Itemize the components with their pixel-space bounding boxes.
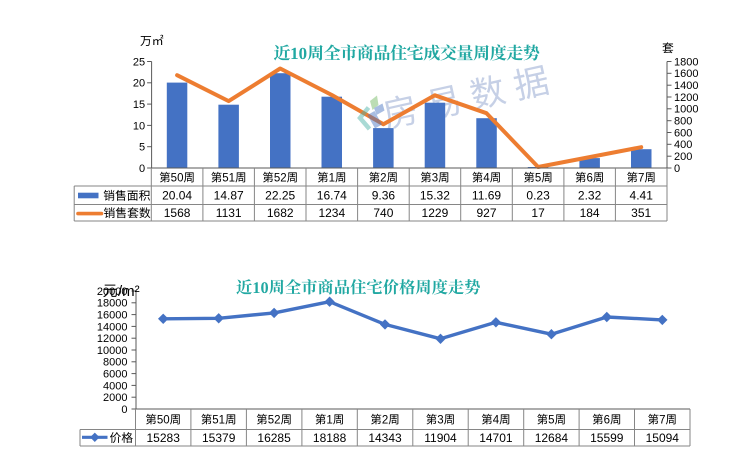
svg-text:10000: 10000 <box>97 345 128 357</box>
svg-text:740: 740 <box>373 206 393 220</box>
svg-text:1800: 1800 <box>674 56 698 68</box>
svg-text:3: 3 <box>437 415 443 427</box>
svg-text:1: 1 <box>326 415 332 427</box>
svg-text:1234: 1234 <box>318 206 345 220</box>
svg-text:4: 4 <box>493 415 500 427</box>
svg-text:0: 0 <box>121 404 127 416</box>
svg-text:5: 5 <box>157 415 163 427</box>
svg-text:20: 20 <box>133 78 145 90</box>
svg-text:18000: 18000 <box>97 298 128 310</box>
svg-text:2: 2 <box>274 415 280 427</box>
svg-text:927: 927 <box>476 206 496 220</box>
svg-text:5: 5 <box>212 415 218 427</box>
svg-text:1600: 1600 <box>674 68 698 80</box>
svg-text:1: 1 <box>219 415 225 427</box>
svg-text:3: 3 <box>432 173 438 185</box>
svg-text:400: 400 <box>674 139 692 151</box>
svg-text:16000: 16000 <box>97 310 128 322</box>
svg-text:11.69: 11.69 <box>472 189 501 203</box>
svg-text:1: 1 <box>229 173 235 185</box>
svg-text:14701: 14701 <box>479 431 513 445</box>
svg-text:15599: 15599 <box>590 431 624 445</box>
svg-text:7: 7 <box>659 415 665 427</box>
svg-text:15094: 15094 <box>646 431 680 445</box>
svg-text:18188: 18188 <box>313 431 347 445</box>
svg-text:2.32: 2.32 <box>578 189 602 203</box>
svg-text:7: 7 <box>638 173 644 185</box>
svg-text:5: 5 <box>274 173 280 185</box>
svg-text:15283: 15283 <box>147 431 181 445</box>
svg-text:8000: 8000 <box>103 357 127 369</box>
svg-text:22.25: 22.25 <box>265 189 295 203</box>
svg-text:6000: 6000 <box>103 369 127 381</box>
svg-text:2000: 2000 <box>103 392 127 404</box>
svg-text:14343: 14343 <box>368 431 402 445</box>
svg-text:10: 10 <box>133 120 145 132</box>
svg-text:15.32: 15.32 <box>420 189 450 203</box>
svg-text:1000: 1000 <box>674 104 698 116</box>
svg-text:1400: 1400 <box>674 80 698 92</box>
svg-text:0: 0 <box>674 163 680 175</box>
svg-text:6: 6 <box>586 173 592 185</box>
svg-text:16285: 16285 <box>257 431 291 445</box>
svg-text:16.74: 16.74 <box>317 189 347 203</box>
svg-text:1682: 1682 <box>267 206 294 220</box>
svg-text:0: 0 <box>139 163 145 175</box>
svg-text:200: 200 <box>674 151 692 163</box>
svg-text:5: 5 <box>139 142 145 154</box>
svg-text:4.41: 4.41 <box>630 189 654 203</box>
svg-text:1568: 1568 <box>164 206 191 220</box>
svg-text:据: 据 <box>510 61 553 107</box>
svg-text:5: 5 <box>222 173 228 185</box>
svg-text:20.04: 20.04 <box>162 189 192 203</box>
svg-text:11904: 11904 <box>424 431 457 445</box>
svg-text:12684: 12684 <box>535 431 569 445</box>
svg-text:14000: 14000 <box>97 321 128 333</box>
svg-text:12000: 12000 <box>97 333 128 345</box>
svg-text:5: 5 <box>268 415 274 427</box>
svg-text:1131: 1131 <box>216 206 242 220</box>
svg-text:15379: 15379 <box>202 431 236 445</box>
svg-text:15: 15 <box>133 99 145 111</box>
svg-text:4: 4 <box>483 173 490 185</box>
svg-text:0.23: 0.23 <box>526 189 550 203</box>
svg-text:6: 6 <box>604 415 610 427</box>
svg-text:17: 17 <box>531 206 545 220</box>
svg-text:14.87: 14.87 <box>214 189 244 203</box>
svg-text:5: 5 <box>548 415 554 427</box>
svg-text:2: 2 <box>380 173 386 185</box>
svg-text:4000: 4000 <box>103 380 127 392</box>
svg-text:2: 2 <box>382 415 388 427</box>
svg-text:25: 25 <box>133 56 145 68</box>
svg-text:5: 5 <box>171 173 177 185</box>
svg-text:184: 184 <box>580 206 600 220</box>
svg-text:5: 5 <box>535 173 541 185</box>
svg-text:1200: 1200 <box>674 92 698 104</box>
svg-text:351: 351 <box>631 206 651 220</box>
svg-text:9.36: 9.36 <box>372 189 396 203</box>
svg-text:1: 1 <box>329 173 335 185</box>
svg-text:600: 600 <box>674 127 692 139</box>
svg-text:/m²: /m² <box>118 283 140 300</box>
svg-text:800: 800 <box>674 116 692 128</box>
svg-text:0: 0 <box>177 173 183 185</box>
svg-text:2: 2 <box>280 173 286 185</box>
svg-text:1229: 1229 <box>422 206 449 220</box>
svg-text:0: 0 <box>163 415 169 427</box>
